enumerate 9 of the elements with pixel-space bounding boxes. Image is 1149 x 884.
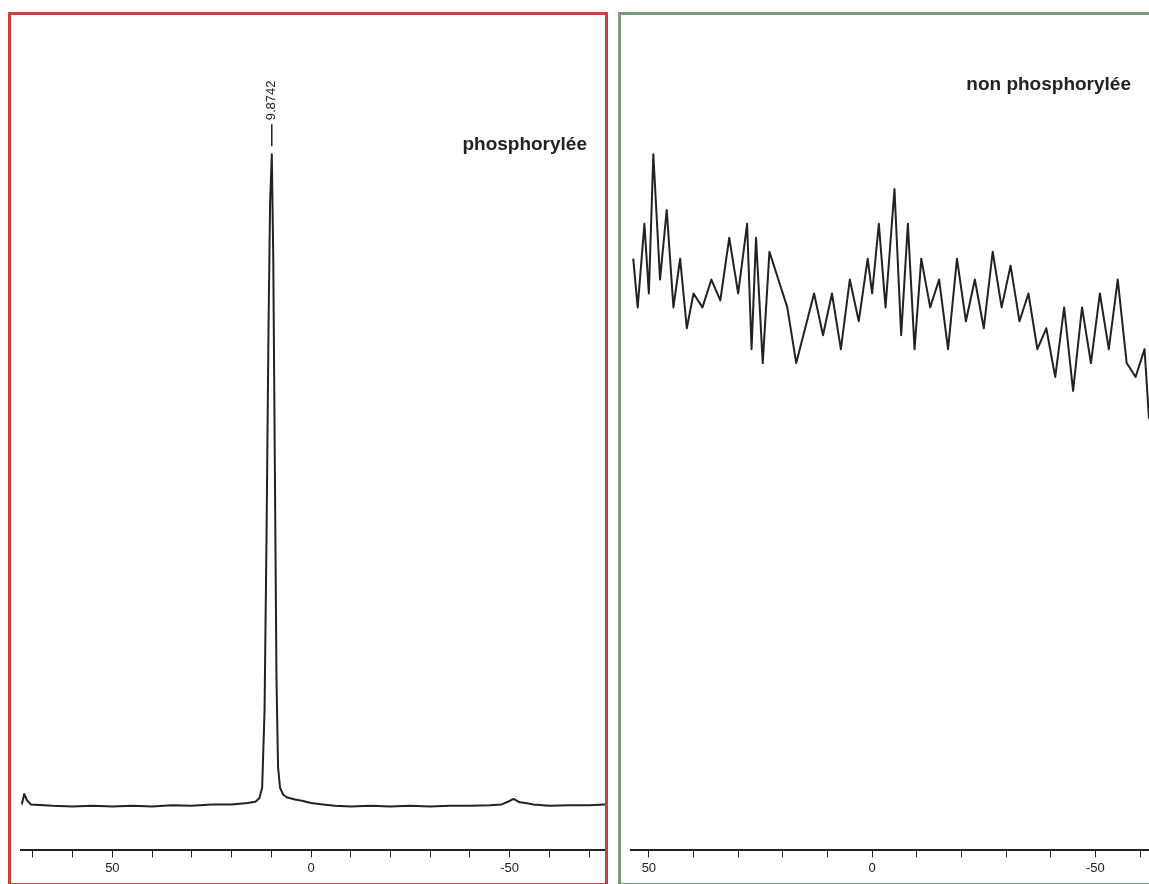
annotation: 9.8742 [263,80,279,121]
text: non phosphorylée [966,73,1131,95]
x-tick-label: -50 [500,859,520,875]
x-tick-label: 50 [641,859,657,875]
x-tick-label: -50 [1086,859,1105,875]
x-tick-label: 50 [105,859,120,875]
x-tick-label: 0 [307,859,315,875]
annotation: phosphorylée [462,133,587,155]
x-tick-label: 0 [868,859,876,875]
